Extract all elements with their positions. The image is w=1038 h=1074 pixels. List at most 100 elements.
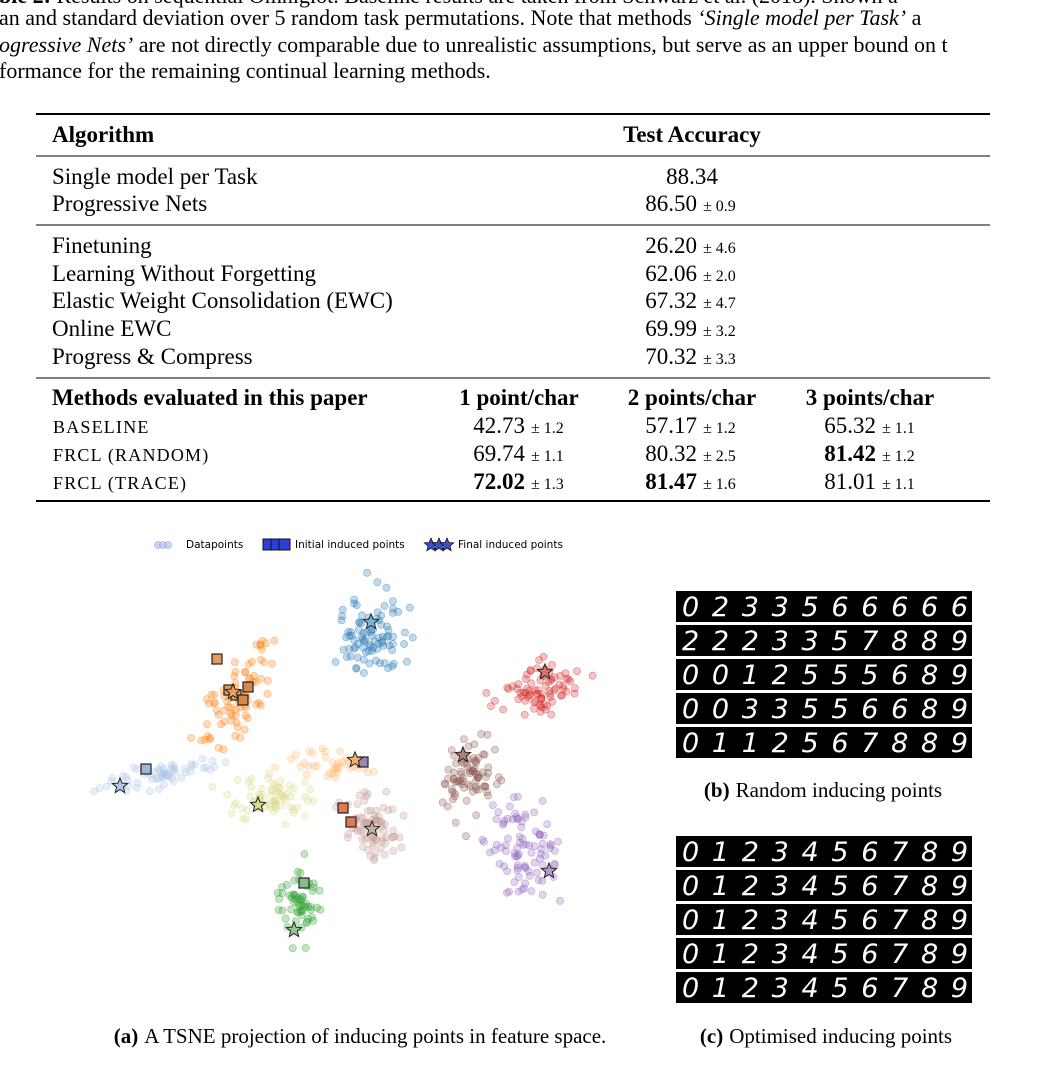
accuracy-std: ± 2.0 xyxy=(703,268,736,285)
subfigure-text: Optimised inducing points xyxy=(729,1024,952,1048)
accuracy-std: ± 4.7 xyxy=(703,295,736,312)
datapoint xyxy=(472,756,480,765)
datapoint xyxy=(438,798,447,807)
datapoint xyxy=(275,895,283,903)
caption-line: an and standard deviation over 5 random … xyxy=(0,5,922,30)
datapoint xyxy=(243,714,252,723)
datapoint xyxy=(231,732,240,740)
datapoint xyxy=(359,669,368,677)
datapoint xyxy=(281,796,290,805)
digit-strip xyxy=(676,836,972,867)
datapoint xyxy=(301,793,309,801)
datapoint xyxy=(385,641,394,650)
datapoint xyxy=(285,891,294,900)
datapoint xyxy=(300,850,309,858)
datapoint xyxy=(478,768,487,777)
datapoint xyxy=(263,676,272,685)
datapoint xyxy=(210,690,219,699)
accuracy-std: ± 1.1 xyxy=(882,420,915,437)
datapoint xyxy=(331,764,340,773)
caption-line: formance for the remaining continual lea… xyxy=(0,58,491,83)
datapoint xyxy=(339,645,348,654)
datapoint xyxy=(462,796,471,805)
datapoint xyxy=(372,806,381,815)
datapoint xyxy=(346,652,355,661)
datapoint xyxy=(462,832,470,841)
datapoint xyxy=(152,775,161,783)
datapoint xyxy=(366,852,375,860)
datapoint xyxy=(356,813,365,822)
datapoint xyxy=(536,854,544,863)
datapoint xyxy=(266,785,275,794)
accuracy-value: 70.32 xyxy=(645,344,697,369)
digit-strip xyxy=(676,870,972,901)
digit-panel: 0233566666222335788900125556890033556689… xyxy=(676,591,972,759)
caption-segment: Results on sequential Omniglot. Baseline… xyxy=(51,0,898,8)
datapoint xyxy=(318,744,327,753)
datapoint xyxy=(381,820,389,829)
datapoint xyxy=(301,812,309,820)
datapoint xyxy=(457,770,466,779)
datapoint xyxy=(323,772,332,781)
digit-strip xyxy=(676,693,972,724)
datapoint xyxy=(490,745,499,754)
datapoint xyxy=(221,758,230,766)
datapoint xyxy=(197,736,206,745)
digit-strip xyxy=(676,591,972,622)
datapoint xyxy=(220,706,228,715)
datapoint xyxy=(546,693,555,701)
datapoint xyxy=(382,583,391,592)
datapoint xyxy=(288,944,297,953)
accuracy-value: 62.06 xyxy=(645,261,697,286)
datapoint xyxy=(302,918,311,927)
datapoint xyxy=(365,659,374,668)
datapoint xyxy=(282,881,291,889)
datapoint xyxy=(169,777,178,786)
datapoint xyxy=(510,849,519,858)
datapoint xyxy=(389,826,398,835)
datapoint xyxy=(301,944,310,952)
datapoint xyxy=(511,852,520,861)
datapoint xyxy=(377,621,386,629)
datapoint xyxy=(281,820,290,829)
datapoint xyxy=(478,835,487,844)
datapoint xyxy=(486,702,495,710)
algorithm-name: Elastic Weight Consolidation (EWC) xyxy=(52,288,393,313)
final-induced-point xyxy=(363,819,381,837)
datapoint xyxy=(180,765,189,773)
datapoint xyxy=(537,845,546,853)
datapoint xyxy=(271,763,279,772)
datapoint xyxy=(187,734,195,742)
column-header: 1 point/char xyxy=(459,385,578,410)
datapoint xyxy=(464,742,473,751)
datapoint xyxy=(573,667,581,676)
initial-induced-point xyxy=(345,816,357,828)
datapoint xyxy=(538,797,547,805)
datapoint xyxy=(360,788,369,796)
subfigure-caption: (b) Random inducing points xyxy=(704,778,942,802)
datapoint xyxy=(233,775,242,784)
datapoint xyxy=(521,879,529,888)
datapoint xyxy=(239,814,248,823)
datapoint xyxy=(510,793,518,802)
datapoint xyxy=(378,834,387,843)
caption-segment: ‘Single model per Task’ xyxy=(697,5,906,30)
datapoint xyxy=(145,787,154,796)
datapoint xyxy=(363,768,372,777)
accuracy-value: 86.50 xyxy=(645,191,697,216)
accuracy-value: 42.73 xyxy=(473,413,525,438)
caption-segment: an and standard deviation over 5 random … xyxy=(0,5,697,30)
datapoint xyxy=(230,658,239,667)
datapoint xyxy=(527,679,536,688)
datapoint xyxy=(90,787,98,796)
datapoint xyxy=(545,687,554,695)
accuracy-std: ± 1.2 xyxy=(882,448,915,465)
datapoint xyxy=(203,732,212,740)
datapoint xyxy=(208,783,217,791)
datapoint xyxy=(513,861,522,870)
datapoint xyxy=(170,765,179,773)
datapoint xyxy=(380,602,389,610)
datapoint xyxy=(159,765,168,774)
datapoint xyxy=(457,767,465,776)
legend-label: Final induced points xyxy=(458,539,563,551)
